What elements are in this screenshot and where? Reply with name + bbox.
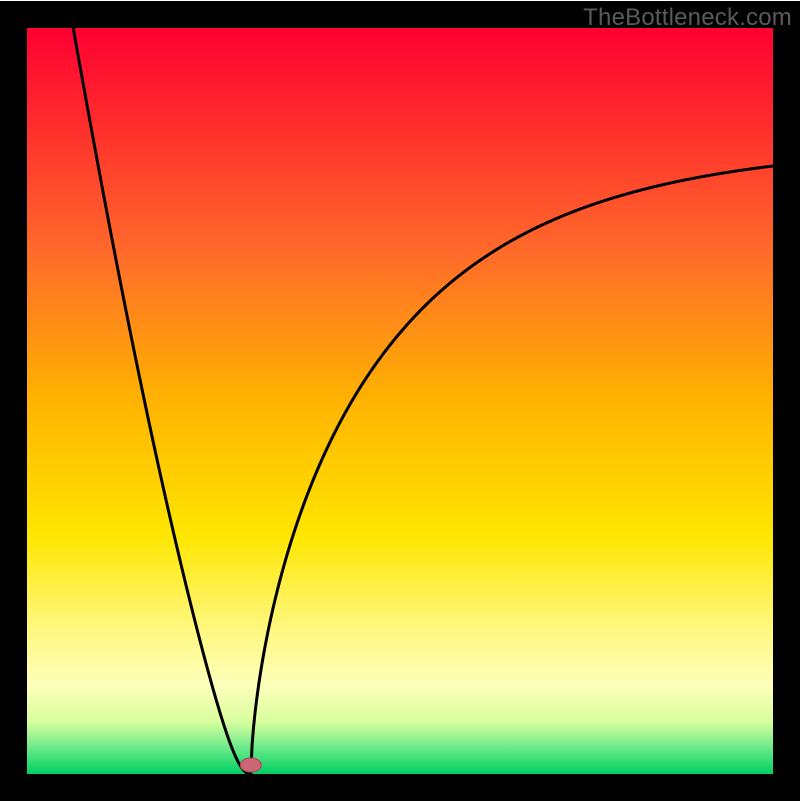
- plot-area: [27, 28, 773, 774]
- watermark-text: TheBottleneck.com: [583, 4, 792, 32]
- minimum-marker: [240, 758, 262, 773]
- chart-container: TheBottleneck.com: [0, 0, 800, 800]
- curve-path: [73, 28, 773, 774]
- bottleneck-curve: [27, 28, 773, 774]
